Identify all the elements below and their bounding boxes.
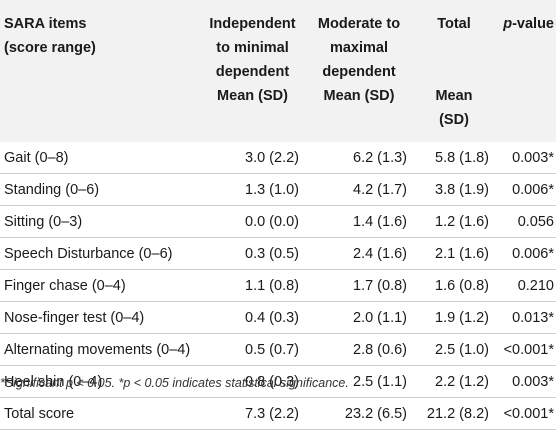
cell-independent: 0.3 (0.5) <box>245 245 299 262</box>
cell-moderate: 6.2 (1.3) <box>353 149 407 166</box>
cell-p-value: <0.001* <box>503 405 554 422</box>
table-row: Speech Disturbance (0–6) 0.3 (0.5) 2.4 (1.… <box>0 238 556 270</box>
header-line: dependent <box>215 64 290 80</box>
cell-p-value: 0.003* <box>512 149 554 166</box>
header-moderate: Moderate to maximal dependent Mean (SD) <box>305 0 413 142</box>
cell-item: Total score <box>4 405 75 422</box>
cell-independent: 3.0 (2.2) <box>245 149 299 166</box>
cell-total: 2.5 (1.0) <box>435 341 489 358</box>
cell-moderate: 1.4 (1.6) <box>353 213 407 230</box>
header-total: Total Mean (SD) <box>413 0 495 142</box>
header-line: (score range) <box>4 40 96 56</box>
cell-total: 1.2 (1.6) <box>435 213 489 230</box>
cell-total: 2.1 (1.6) <box>435 245 489 262</box>
cell-item: Standing (0–6) <box>4 181 100 198</box>
header-line: Independent <box>209 16 296 32</box>
cell-moderate: 4.2 (1.7) <box>353 181 407 198</box>
header-row: SARA items (score range) Independent to … <box>0 0 556 142</box>
cell-moderate: 2.8 (0.6) <box>353 341 407 358</box>
table-row: Nose-finger test (0–4) 0.4 (0.3) 2.0 (1.1)… <box>0 302 556 334</box>
cell-independent: 1.1 (0.8) <box>245 277 299 294</box>
cell-p-value: 0.003* <box>512 373 554 390</box>
cell-p-value: 0.006* <box>512 245 554 262</box>
header-line: Mean (SD) <box>323 88 395 104</box>
header-line: SARA items <box>4 16 87 32</box>
cell-p-value: 0.210 <box>517 277 554 294</box>
cell-moderate: 2.0 (1.1) <box>353 309 407 326</box>
cell-p-value: 0.056 <box>517 213 554 230</box>
table-row: Finger chase (0–4) 1.1 (0.8) 1.7 (0.8) 1.6 … <box>0 270 556 302</box>
cell-independent: 7.3 (2.2) <box>245 405 299 422</box>
cell-item: Alternating movements (0–4) <box>4 341 191 358</box>
header-line: Mean (SD) <box>217 88 288 104</box>
cell-total: 2.2 (1.2) <box>435 373 489 390</box>
cell-independent: 0.0 (0.0) <box>245 213 299 230</box>
table-row: Alternating movements (0–4) 0.5 (0.7) 2.8 … <box>0 334 556 366</box>
header-line: maximal <box>329 40 389 56</box>
cell-p-value: 0.013* <box>512 309 554 326</box>
cell-item: Sitting (0–3) <box>4 213 83 230</box>
cell-item: Heel shin (0–4) <box>4 373 103 390</box>
cell-item: Nose-finger test (0–4) <box>4 309 145 326</box>
cell-item: Speech Disturbance (0–6) <box>4 245 173 262</box>
cell-moderate: 1.7 (0.8) <box>353 277 407 294</box>
table-row: Standing (0–6) 1.3 (1.0) 4.2 (1.7) 3.8 (1.9… <box>0 174 556 206</box>
cell-moderate: 2.4 (1.6) <box>353 245 407 262</box>
cell-moderate: 2.5 (1.1) <box>353 373 407 390</box>
cell-independent: 0.8 (0.3) <box>245 373 299 390</box>
cell-independent: 1.3 (1.0) <box>245 181 299 198</box>
header-line: Total <box>437 16 471 32</box>
cell-independent: 0.5 (0.7) <box>245 341 299 358</box>
cell-independent: 0.4 (0.3) <box>245 309 299 326</box>
cell-item: Finger chase (0–4) <box>4 277 126 294</box>
cell-moderate: 23.2 (6.5) <box>344 405 407 422</box>
table-row: Gait (0–8) 3.0 (2.2) 6.2 (1.3) 5.8 (1.8) 0.0… <box>0 142 556 174</box>
header-independent: Independent to minimal dependent Mean (S… <box>200 0 305 142</box>
table-row: Total score 7.3 (2.2) 23.2 (6.5) 21.2 (8.2)… <box>0 398 556 430</box>
header-p-value: p-value <box>495 0 556 142</box>
header-sara-items: SARA items (score range) <box>0 0 200 142</box>
table-row: Sitting (0–3) 0.0 (0.0) 1.4 (1.6) 1.2 (1.6)… <box>0 206 556 238</box>
header-line: to minimal <box>216 40 289 56</box>
table-footnote: *Significant p < 0.05. *p < 0.05 indicat… <box>0 376 349 390</box>
cell-total: 3.8 (1.9) <box>435 181 489 198</box>
cell-total: 1.6 (0.8) <box>435 277 489 294</box>
table-header: SARA items (score range) Independent to … <box>0 0 556 142</box>
cell-total: 21.2 (8.2) <box>426 405 489 422</box>
cell-total: 1.9 (1.2) <box>435 309 489 326</box>
header-line: Mean (SD) <box>435 88 473 128</box>
header-line: dependent <box>322 64 396 80</box>
cell-item: Gait (0–8) <box>4 149 69 166</box>
cell-p-value: <0.001* <box>503 341 554 358</box>
p-italic: p <box>503 16 513 32</box>
header-line: Moderate to <box>317 16 401 32</box>
table-row: Heel shin (0–4) 0.8 (0.3) 2.5 (1.1) 2.2 (1.… <box>0 366 556 398</box>
cell-total: 5.8 (1.8) <box>435 149 489 166</box>
p-suffix: -value <box>512 16 554 32</box>
cell-p-value: 0.006* <box>512 181 554 198</box>
